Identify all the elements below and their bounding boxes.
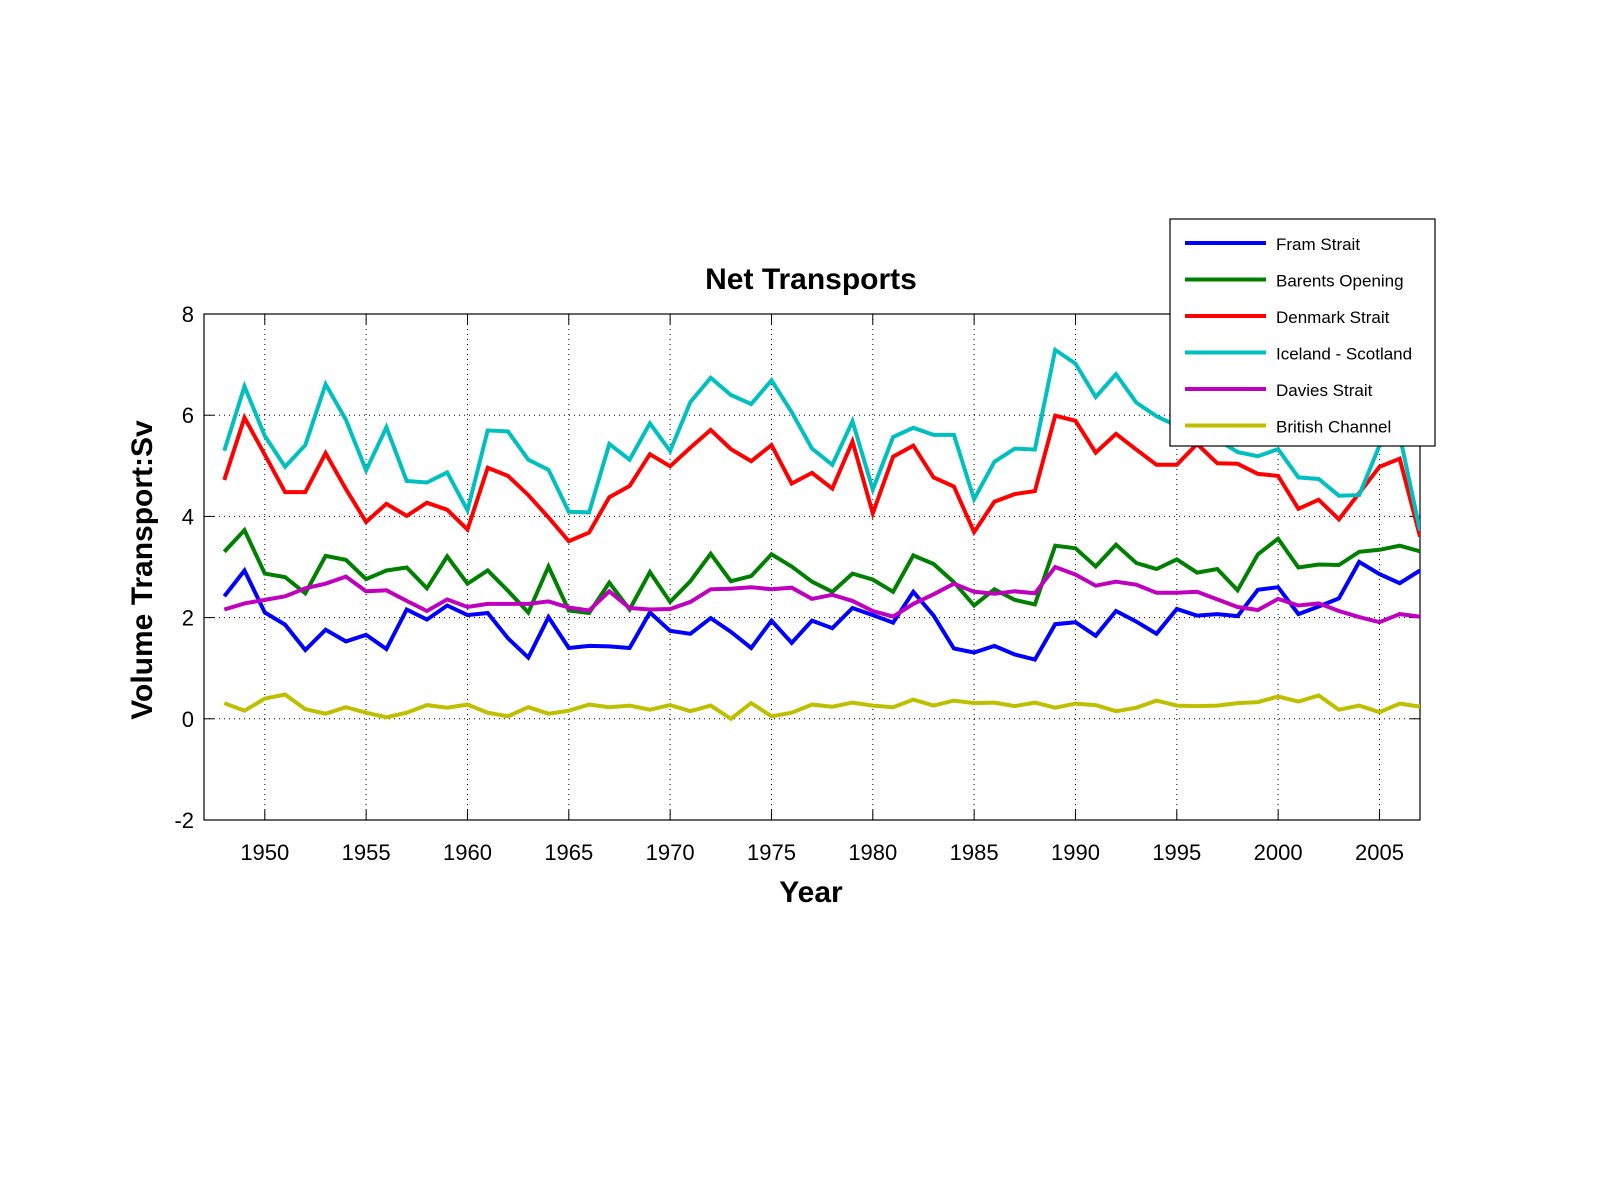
series-lines (222, 346, 1420, 722)
y-axis-label: Volume Transport:Sv (126, 420, 159, 720)
x-tick-labels: 1950 1955 1960 1965 1970 1975 1980 1985 1990 1995… (240, 840, 1404, 865)
x-tick-label: 1970 (646, 840, 695, 865)
x-tick-label: 1985 (950, 840, 999, 865)
x-tick-label: 1960 (443, 840, 492, 865)
x-tick-label: 1955 (342, 840, 391, 865)
x-tick-label: 2000 (1254, 840, 1303, 865)
series-line-barents-opening (222, 526, 1420, 617)
legend-label: Davies Strait (1276, 381, 1373, 400)
legend: Fram Strait Barents Opening Denmark Strait… (1169, 218, 1436, 447)
y-tick-label: -2 (174, 808, 194, 833)
x-tick-label: 1965 (544, 840, 593, 865)
x-tick-label: 1995 (1152, 840, 1201, 865)
plot-area-frame (203, 313, 1421, 821)
y-tick-label: 6 (182, 403, 194, 428)
series-line-fram-strait (222, 559, 1420, 662)
legend-label: Iceland - Scotland (1276, 345, 1412, 364)
y-tick-labels: -2 0 2 4 6 8 (174, 302, 194, 833)
series-line-british-channel (223, 692, 1420, 722)
y-tick-label: 4 (182, 504, 194, 529)
y-tick-label: 2 (182, 606, 194, 631)
chart-title: Net Transports (705, 263, 917, 296)
legend-label: Denmark Strait (1276, 308, 1390, 327)
series-line-denmark-strait (222, 412, 1420, 544)
legend-label: British Channel (1276, 418, 1391, 437)
x-tick-label: 2005 (1355, 840, 1404, 865)
x-tick-label: 1975 (747, 840, 796, 865)
x-tick-label: 1950 (240, 840, 289, 865)
x-tick-label: 1980 (848, 840, 897, 865)
x-tick-label: 1990 (1051, 840, 1100, 865)
x-axis-label: Year (779, 876, 843, 909)
y-tick-label: 8 (182, 302, 194, 327)
legend-label: Fram Strait (1276, 235, 1360, 254)
y-tick-label: 0 (182, 707, 194, 732)
series-line-davies-strait (223, 564, 1420, 625)
legend-label: Barents Opening (1276, 272, 1404, 291)
legend-box (1169, 218, 1436, 447)
